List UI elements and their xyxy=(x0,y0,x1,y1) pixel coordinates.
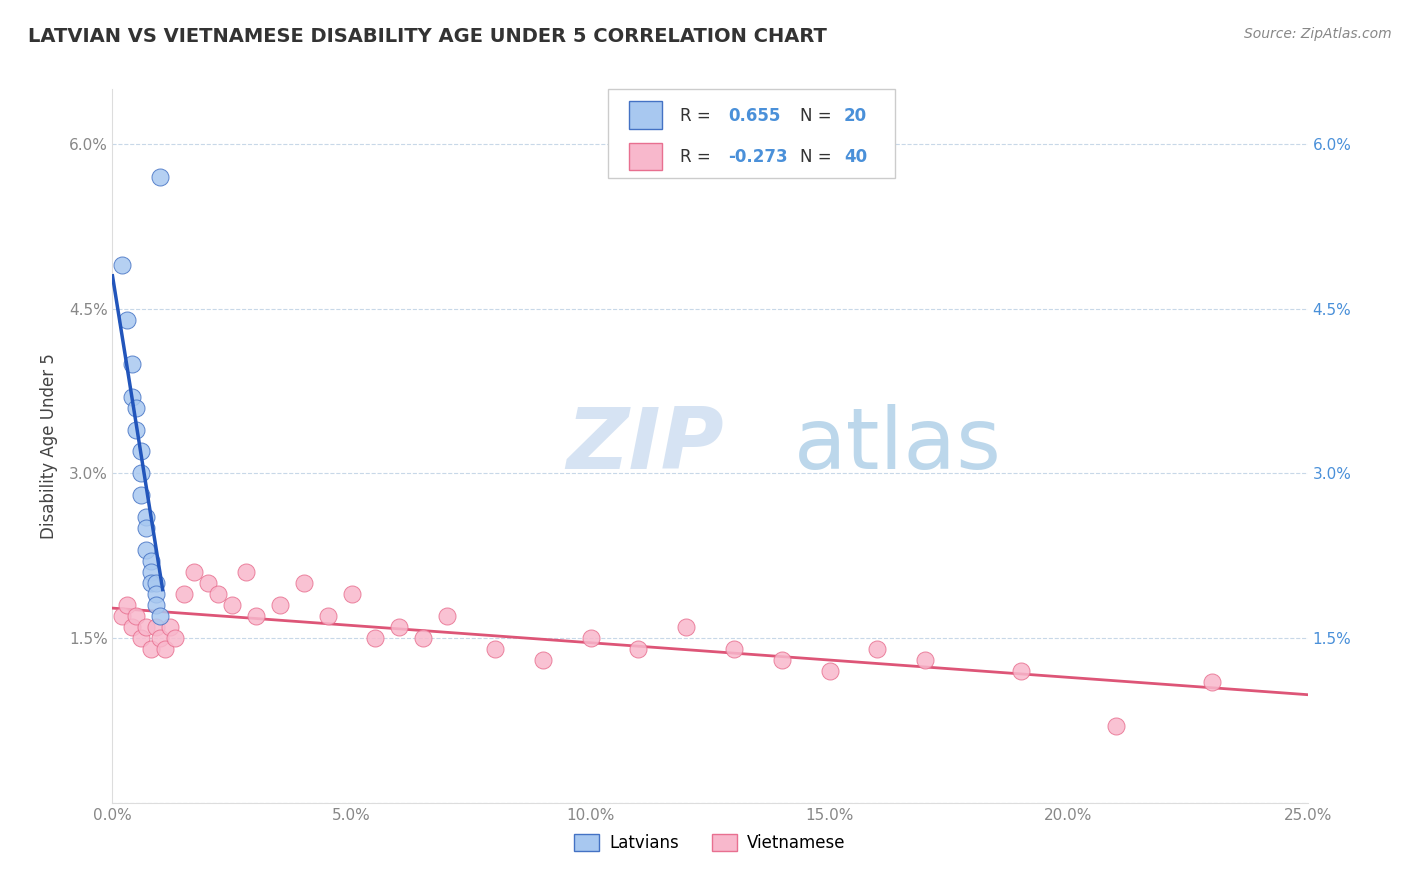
Point xyxy=(531,653,554,667)
Point xyxy=(627,642,650,657)
Text: 0.655: 0.655 xyxy=(728,107,780,125)
Point xyxy=(221,598,243,612)
Point xyxy=(139,566,162,580)
Point xyxy=(1010,664,1032,678)
Point xyxy=(125,609,148,624)
FancyBboxPatch shape xyxy=(609,89,896,178)
Point xyxy=(139,554,162,568)
Text: LATVIAN VS VIETNAMESE DISABILITY AGE UNDER 5 CORRELATION CHART: LATVIAN VS VIETNAMESE DISABILITY AGE UND… xyxy=(28,27,827,45)
Point xyxy=(145,598,167,612)
Point xyxy=(723,642,745,657)
Point xyxy=(197,576,219,591)
Text: 40: 40 xyxy=(844,148,868,166)
Point xyxy=(125,401,148,415)
Point xyxy=(145,576,167,591)
Text: ZIP: ZIP xyxy=(567,404,724,488)
Point xyxy=(145,587,167,601)
Point xyxy=(235,566,257,580)
Point xyxy=(139,576,162,591)
Point xyxy=(245,609,267,624)
Point xyxy=(1105,719,1128,733)
Point xyxy=(125,423,148,437)
Text: N =: N = xyxy=(800,107,831,125)
FancyBboxPatch shape xyxy=(628,143,662,169)
Point xyxy=(121,390,143,404)
Point xyxy=(135,543,157,558)
Text: -0.273: -0.273 xyxy=(728,148,787,166)
Y-axis label: Disability Age Under 5: Disability Age Under 5 xyxy=(39,353,58,539)
Point xyxy=(115,598,138,612)
Point xyxy=(484,642,506,657)
Point xyxy=(173,587,195,601)
Point xyxy=(866,642,889,657)
Point xyxy=(316,609,339,624)
Point xyxy=(412,631,434,645)
Point xyxy=(292,576,315,591)
Point xyxy=(183,566,205,580)
Point xyxy=(145,620,167,634)
Point xyxy=(153,642,176,657)
Point xyxy=(1201,675,1223,690)
Point xyxy=(364,631,387,645)
Point xyxy=(129,488,152,502)
Point xyxy=(436,609,458,624)
Point xyxy=(149,631,172,645)
Point xyxy=(818,664,841,678)
Point xyxy=(269,598,291,612)
Point xyxy=(388,620,411,634)
Point xyxy=(115,312,138,326)
Point xyxy=(121,357,143,371)
Point xyxy=(121,620,143,634)
Point xyxy=(914,653,936,667)
Point xyxy=(159,620,181,634)
Text: R =: R = xyxy=(681,107,711,125)
FancyBboxPatch shape xyxy=(628,102,662,128)
Point xyxy=(770,653,793,667)
Text: atlas: atlas xyxy=(793,404,1001,488)
Point xyxy=(675,620,697,634)
Point xyxy=(111,609,134,624)
Legend: Latvians, Vietnamese: Latvians, Vietnamese xyxy=(568,827,852,859)
Text: N =: N = xyxy=(800,148,831,166)
Point xyxy=(139,642,162,657)
Text: Source: ZipAtlas.com: Source: ZipAtlas.com xyxy=(1244,27,1392,41)
Point xyxy=(149,609,172,624)
Point xyxy=(579,631,602,645)
Text: 20: 20 xyxy=(844,107,868,125)
Point xyxy=(207,587,229,601)
Point xyxy=(135,510,157,524)
Point xyxy=(163,631,186,645)
Point xyxy=(111,258,134,272)
Point xyxy=(340,587,363,601)
Point xyxy=(135,620,157,634)
Text: R =: R = xyxy=(681,148,711,166)
Point xyxy=(129,467,152,481)
Point xyxy=(129,444,152,458)
Point xyxy=(135,521,157,535)
Point xyxy=(149,169,172,184)
Point xyxy=(129,631,152,645)
